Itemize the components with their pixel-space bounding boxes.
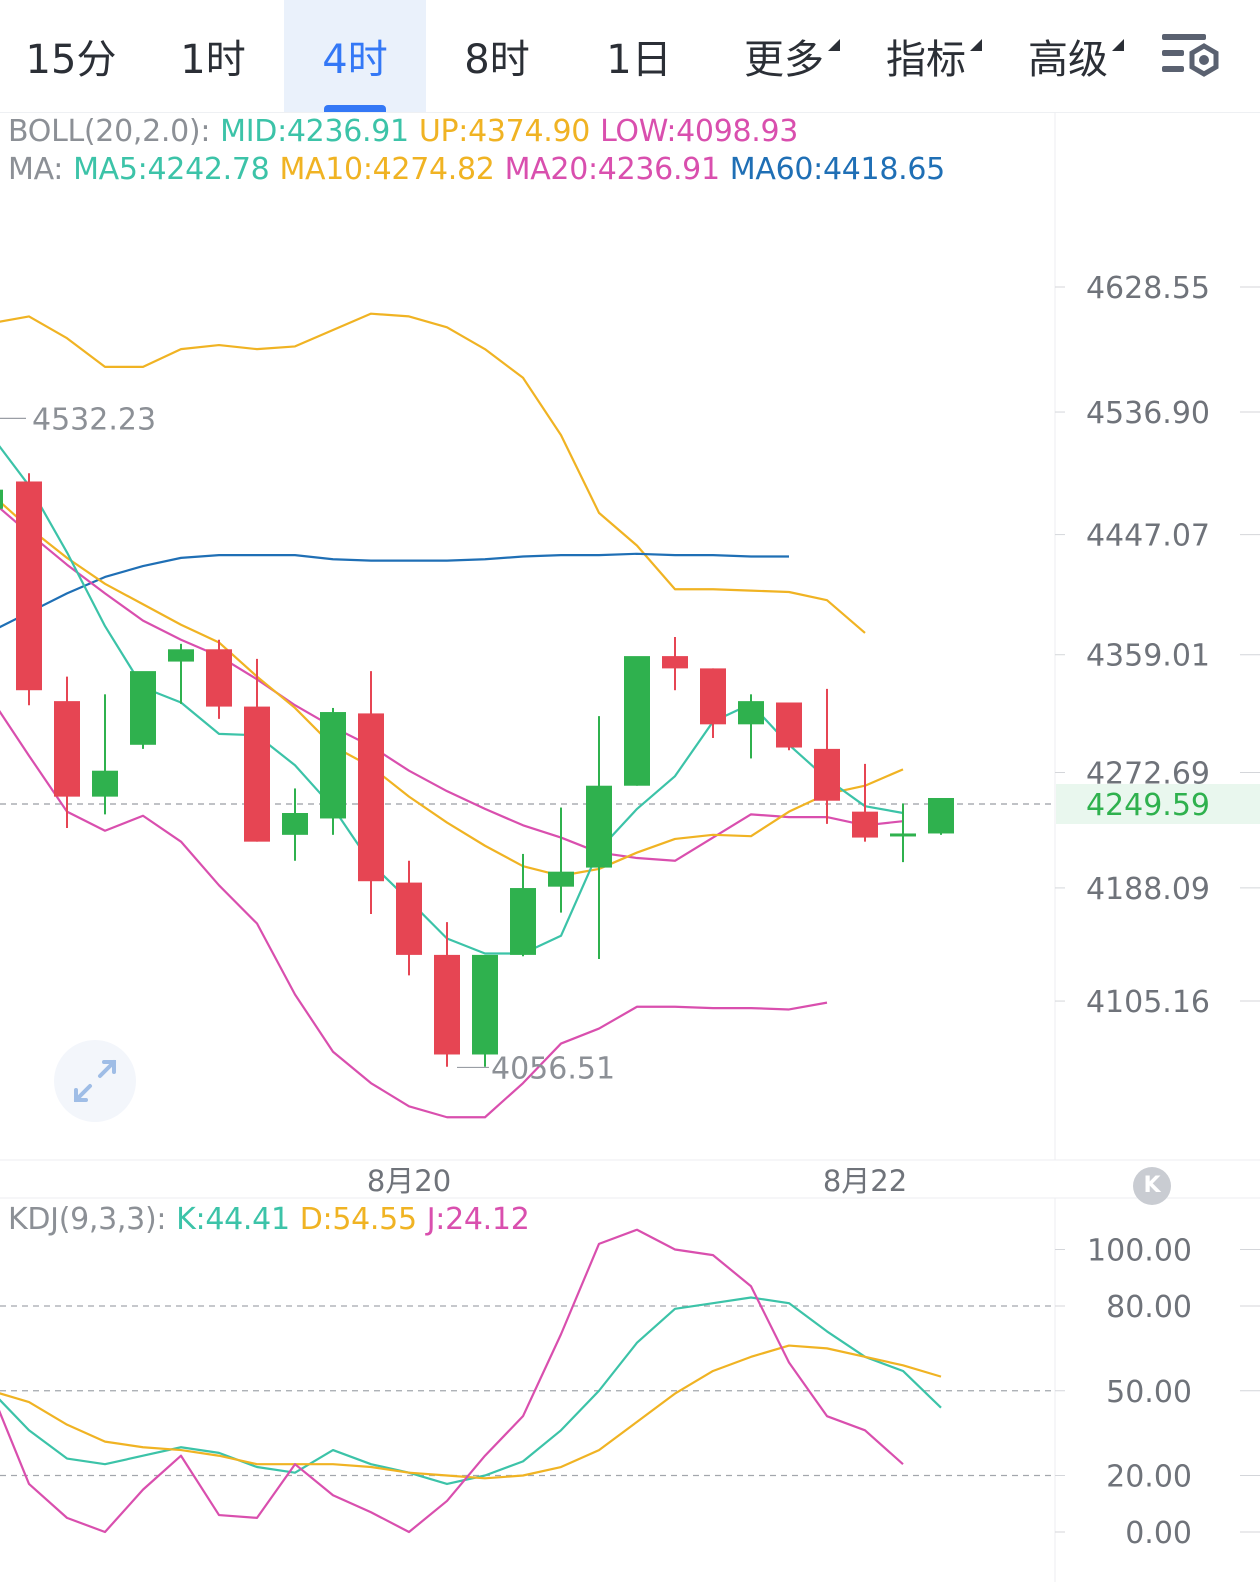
candle-body xyxy=(358,713,384,882)
dropdown-arrow-icon xyxy=(970,39,982,51)
candle-body xyxy=(434,954,460,1055)
kdj-legend: KDJ(9,3,3): K:44.41 D:54.55 J:24.12 xyxy=(8,1202,540,1237)
tab-label-text: 指标 xyxy=(886,37,966,83)
boll-lower-band xyxy=(0,709,828,1119)
tab-label: 8时 xyxy=(464,37,530,83)
chart-settings-button[interactable] xyxy=(1150,26,1230,86)
candle-body xyxy=(548,871,574,887)
kdj-axis-label: 100.00 xyxy=(1087,1234,1192,1269)
ma10-value: MA10:4274.82 xyxy=(279,152,495,187)
candle-body xyxy=(168,649,194,662)
boll-legend-name: BOLL(20,2.0): xyxy=(8,114,211,149)
price-axis-label: 4105.16 xyxy=(1086,985,1210,1020)
candle-body xyxy=(54,701,80,797)
time-axis-label: 8月22 xyxy=(823,1164,907,1198)
tab-label: 高级 xyxy=(1028,27,1124,85)
tab-label: 4时 xyxy=(322,37,388,83)
last-price-label: 4249.59 xyxy=(1086,788,1210,823)
ma60-line xyxy=(0,552,789,629)
candle-body xyxy=(130,671,156,745)
tab-1day[interactable]: 1日 xyxy=(568,0,710,112)
tab-15min[interactable]: 15分 xyxy=(0,0,142,112)
kdj-legend-name: KDJ(9,3,3): xyxy=(8,1202,167,1237)
kdj-axis-label: 50.00 xyxy=(1106,1375,1192,1410)
tab-8hour[interactable]: 8时 xyxy=(426,0,568,112)
tab-label: 15分 xyxy=(25,37,117,83)
dropdown-arrow-icon xyxy=(828,39,840,51)
candle-body xyxy=(624,656,650,786)
tab-indicators[interactable]: 指标 xyxy=(862,0,1004,112)
candle-body xyxy=(738,701,764,725)
tab-4hour[interactable]: 4时 xyxy=(284,0,426,112)
fullscreen-button[interactable] xyxy=(54,1040,136,1122)
tab-more[interactable]: 更多 xyxy=(720,0,862,112)
boll-mid-value: MID:4236.91 xyxy=(220,114,409,149)
kdj-axis-label: 20.00 xyxy=(1106,1460,1192,1495)
tab-label-text: 更多 xyxy=(744,37,824,83)
candle-body xyxy=(700,668,726,725)
candle-body xyxy=(244,706,270,842)
expand-icon xyxy=(74,1060,116,1102)
kdj-k-line xyxy=(0,1296,942,1486)
price-axis-label: 4447.07 xyxy=(1086,519,1210,554)
kdj-axis-label: 80.00 xyxy=(1106,1290,1192,1325)
ma-legend: MA: MA5:4242.78 MA10:4274.82 MA20:4236.91 MA… xyxy=(8,152,955,187)
chart-settings-icon xyxy=(1162,34,1219,77)
tab-label: 1时 xyxy=(180,37,246,83)
tab-label: 指标 xyxy=(886,27,982,85)
candle-body xyxy=(814,748,840,801)
candle-body xyxy=(282,813,308,835)
boll-upper-band xyxy=(0,312,866,634)
candle-body xyxy=(206,649,232,707)
interval-tab-bar: 15分 1时 4时 8时 1日 更多 指标 高级 xyxy=(0,0,1260,113)
dropdown-arrow-icon xyxy=(1112,39,1124,51)
boll-legend: BOLL(20,2.0): MID:4236.91 UP:4374.90 LOW:40… xyxy=(8,114,808,149)
max-price-label: 4532.23 xyxy=(32,402,156,437)
candle-body xyxy=(16,481,42,691)
kdj-j-value: J:24.12 xyxy=(426,1202,530,1237)
boll-low-value: LOW:4098.93 xyxy=(600,114,799,149)
kdj-d-value: D:54.55 xyxy=(299,1202,417,1237)
candle-body xyxy=(852,811,878,838)
candle-body xyxy=(928,797,954,834)
kdj-j-line xyxy=(0,1228,904,1534)
ma5-value: MA5:4242.78 xyxy=(73,152,270,187)
tab-label: 更多 xyxy=(744,27,840,85)
ma20-value: MA20:4236.91 xyxy=(504,152,720,187)
tab-1hour[interactable]: 1时 xyxy=(142,0,284,112)
candle-body xyxy=(510,888,536,955)
ma10-line xyxy=(0,500,904,877)
kdj-d-line xyxy=(0,1344,942,1480)
candle-body xyxy=(320,712,346,819)
price-axis-label: 4628.55 xyxy=(1086,271,1210,306)
min-price-label: 4056.51 xyxy=(491,1051,615,1086)
tab-label: 1日 xyxy=(606,37,672,83)
time-axis-label: 8月20 xyxy=(367,1164,451,1198)
candle-body xyxy=(776,702,802,748)
kline-back-button[interactable]: K xyxy=(1133,1167,1171,1205)
price-axis-label: 4359.01 xyxy=(1086,639,1210,674)
candle-body xyxy=(586,785,612,868)
ma20-line xyxy=(0,506,904,862)
kdj-axis-label: 0.00 xyxy=(1125,1516,1192,1551)
candle-body xyxy=(662,656,688,669)
tab-label-text: 高级 xyxy=(1028,37,1108,83)
last-price-tag xyxy=(1056,784,1260,825)
price-axis-label: 4536.90 xyxy=(1086,396,1210,431)
kdj-k-value: K:44.41 xyxy=(176,1202,290,1237)
candle-body xyxy=(396,882,422,955)
candle-body xyxy=(472,954,498,1055)
ma-legend-name: MA: xyxy=(8,152,64,187)
candle-body xyxy=(890,833,916,837)
candle xyxy=(0,489,3,509)
boll-up-value: UP:4374.90 xyxy=(418,114,591,149)
ma60-value: MA60:4418.65 xyxy=(729,152,945,187)
price-axis-label: 4188.09 xyxy=(1086,872,1210,907)
tab-advanced[interactable]: 高级 xyxy=(1004,0,1146,112)
candle-body xyxy=(92,770,118,797)
